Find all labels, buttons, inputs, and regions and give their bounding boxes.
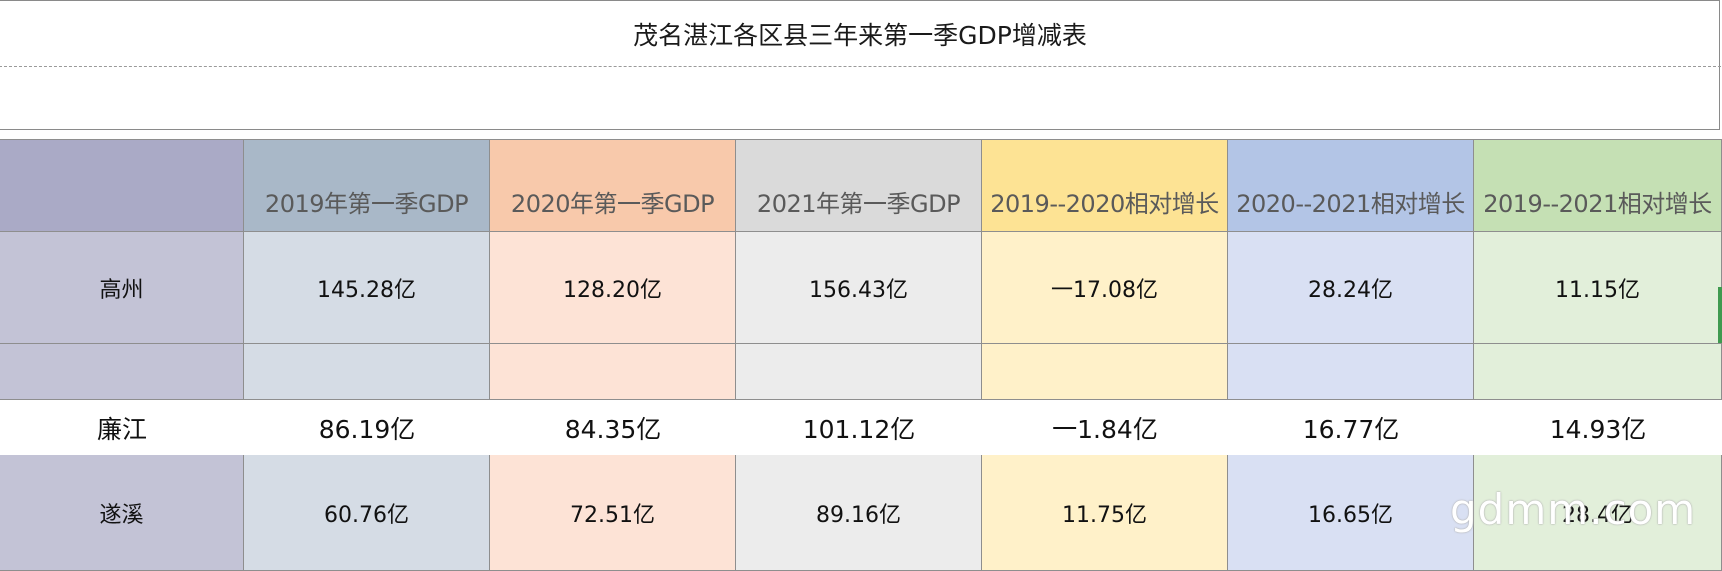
table-cell: 156.43亿	[736, 232, 982, 344]
table-cell: 145.28亿	[244, 232, 490, 344]
table-cell	[1228, 344, 1474, 400]
table-top-border	[0, 139, 1722, 140]
table-cell: 14.93亿	[1474, 400, 1722, 455]
table-cell: 101.12亿	[736, 400, 982, 455]
table-cell: 16.65亿	[1228, 455, 1474, 571]
watermark: gdmm.com	[1450, 485, 1697, 534]
row-name-cell	[0, 344, 244, 400]
table-title: 茂名湛江各区县三年来第一季GDP增减表	[633, 21, 1087, 50]
table-cell: 28.24亿	[1228, 232, 1474, 344]
table-cell: 16.77亿	[1228, 400, 1474, 455]
table-cell: 28.4亿	[1474, 455, 1722, 571]
row-name-cell: 遂溪	[0, 455, 244, 571]
header-corner-cell	[0, 140, 244, 232]
header-cell-3: 2021年第一季GDP	[736, 140, 982, 232]
header-cell-1: 2019年第一季GDP	[244, 140, 490, 232]
table-cell: 11.15亿	[1474, 232, 1722, 344]
table-cell	[982, 344, 1228, 400]
table-cell	[244, 344, 490, 400]
table-cell: 一17.08亿	[982, 232, 1228, 344]
header-cell-4: 2019--2020相对增长	[982, 140, 1228, 232]
table-cell: 86.19亿	[244, 400, 490, 455]
header-cell-5: 2020--2021相对增长	[1228, 140, 1474, 232]
selection-edge-marker	[1718, 287, 1722, 343]
header-cell-2: 2020年第一季GDP	[490, 140, 736, 232]
header-cell-6: 2019--2021相对增长	[1474, 140, 1722, 232]
row-name-cell: 廉江	[0, 400, 244, 455]
table-cell: 128.20亿	[490, 232, 736, 344]
table-cell: 84.35亿	[490, 400, 736, 455]
row-name-cell: 高州	[0, 232, 244, 344]
table-cell: 72.51亿	[490, 455, 736, 571]
table-cell: 60.76亿	[244, 455, 490, 571]
table-cell: 89.16亿	[736, 455, 982, 571]
title-box: 茂名湛江各区县三年来第一季GDP增减表	[0, 0, 1721, 130]
table-cell: 11.75亿	[982, 455, 1228, 571]
title-divider	[0, 66, 1721, 67]
table-cell: 一1.84亿	[982, 400, 1228, 455]
table-cell	[1474, 344, 1722, 400]
table-cell	[736, 344, 982, 400]
table-cell	[490, 344, 736, 400]
